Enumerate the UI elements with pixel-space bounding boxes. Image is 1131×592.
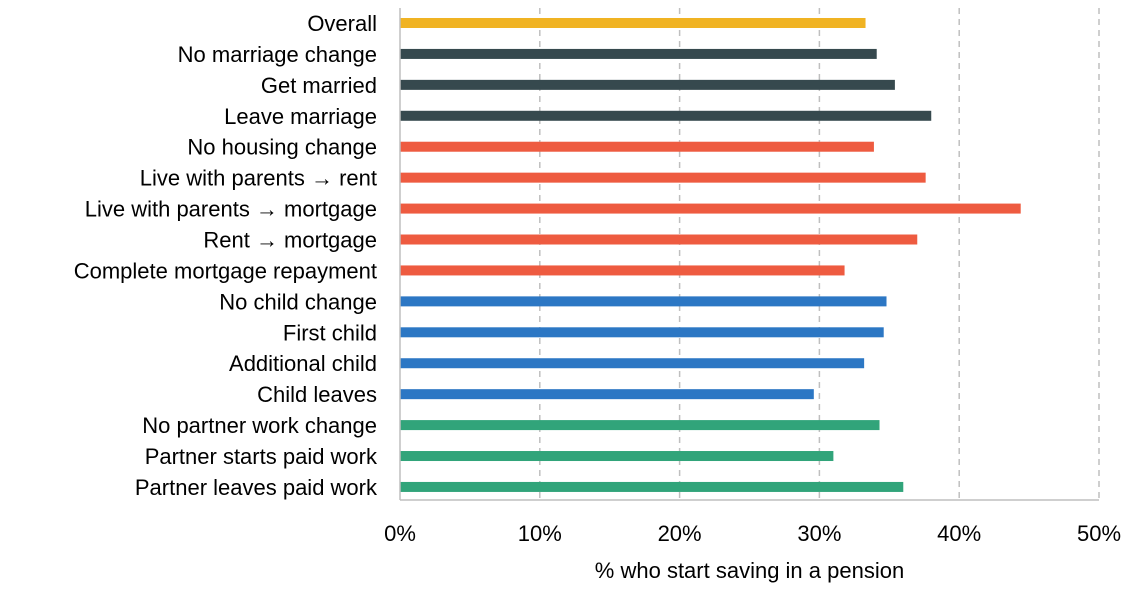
category-labels: Overall No marriage change Get married Leav… (74, 11, 378, 500)
x-tick-label: 20% (658, 521, 702, 546)
category-label: Leave marriage (224, 104, 377, 129)
x-tick-label: 10% (518, 521, 562, 546)
category-label: Live with parents → mortgage (85, 197, 377, 222)
category-label: No marriage change (178, 42, 377, 67)
bar (400, 451, 834, 462)
x-tick-label: 40% (937, 521, 981, 546)
axes (399, 8, 1099, 501)
bar (400, 110, 932, 121)
category-label: No child change (219, 289, 377, 314)
category-label: Partner leaves paid work (135, 475, 378, 500)
bar (400, 389, 814, 400)
category-label: Get married (261, 73, 377, 98)
category-label: Additional child (229, 351, 377, 376)
category-label: First child (283, 320, 377, 345)
x-tick-label: 0% (384, 521, 416, 546)
bar (400, 481, 904, 492)
category-label: Rent → mortgage (203, 228, 377, 253)
bars (400, 18, 1021, 492)
bar (400, 203, 1021, 214)
bar (400, 141, 874, 152)
x-tick-label: 30% (797, 521, 841, 546)
category-label: No partner work change (142, 413, 377, 438)
category-label: Overall (307, 11, 377, 36)
bar (400, 48, 877, 59)
category-label: No housing change (187, 135, 377, 160)
x-tick-labels: 0% 10% 20% 30% 40% 50% (384, 521, 1121, 546)
category-label: Child leaves (257, 382, 377, 407)
category-label: Complete mortgage repayment (74, 258, 377, 283)
bar (400, 172, 926, 183)
gridlines (539, 8, 1100, 500)
category-label: Live with parents → rent (140, 166, 377, 191)
bar (400, 296, 887, 307)
bar (400, 79, 895, 90)
bar (400, 358, 865, 369)
bar (400, 327, 884, 338)
bar (400, 234, 918, 245)
x-tick-label: 50% (1077, 521, 1121, 546)
bar (400, 265, 845, 276)
bar (400, 420, 880, 431)
category-label: Partner starts paid work (145, 444, 378, 469)
x-axis-title: % who start saving in a pension (595, 558, 904, 583)
bar (400, 18, 866, 28)
